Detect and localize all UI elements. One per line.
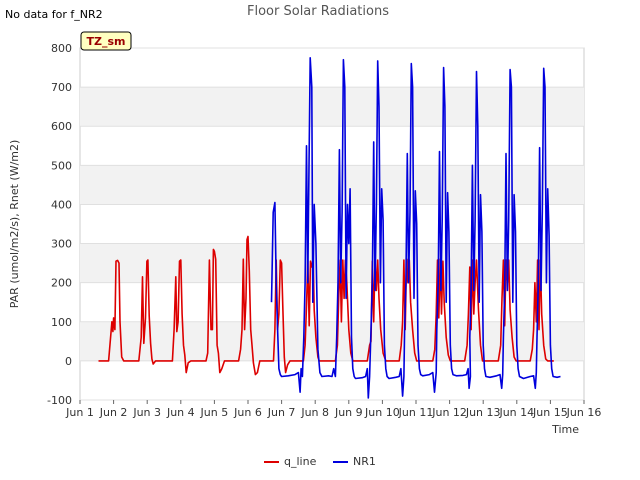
legend: q_line NR1: [264, 455, 376, 468]
x-tick-label: Jun 4: [166, 406, 195, 419]
x-tick-label: Jun 2: [99, 406, 128, 419]
y-tick-label: 800: [51, 42, 72, 55]
no-data-note: No data for f_NR2: [5, 8, 103, 21]
tz-badge-label: TZ_sm: [87, 35, 126, 48]
y-tick-label: 500: [51, 159, 72, 172]
y-tick-label: 700: [51, 81, 72, 94]
background-bands: [80, 87, 584, 361]
legend-label-nr1: NR1: [353, 455, 376, 468]
x-tick-label: Jun 6: [233, 406, 262, 419]
y-axis-label: PAR (umol/m2/s), Rnet (W/m2): [8, 140, 21, 309]
y-tick-label: -100: [47, 394, 72, 407]
x-axis-ticks: Jun 1 Jun 2 Jun 3 Jun 4 Jun 5 Jun 6 Jun 7 Jun 8…: [65, 400, 601, 419]
series-line-nr1: [270, 57, 561, 399]
x-tick-label: Jun 9: [334, 406, 363, 419]
x-axis-label: Time: [551, 423, 579, 436]
y-tick-label: 300: [51, 238, 72, 251]
y-tick-label: 600: [51, 120, 72, 133]
grid-band: [80, 243, 584, 283]
x-tick-label: Jun 14: [498, 406, 534, 419]
x-tick-label: Jun 15: [532, 406, 568, 419]
series-lines: [98, 57, 561, 399]
chart-title: Floor Solar Radiations: [247, 4, 389, 19]
x-tick-label: Jun 1: [65, 406, 94, 419]
grid-band: [80, 321, 584, 361]
x-tick-label: Jun 10: [364, 406, 400, 419]
x-tick-label: Jun 8: [300, 406, 329, 419]
x-tick-label: Jun 5: [200, 406, 229, 419]
grid-band: [80, 165, 584, 205]
y-axis-ticks: -100 0 100 200 300 400 500 600 700 800: [47, 42, 72, 407]
tz-badge: TZ_sm: [80, 31, 132, 51]
grid-band: [80, 87, 584, 127]
y-tick-label: 200: [51, 277, 72, 290]
y-tick-label: 0: [65, 355, 72, 368]
x-tick-label: Jun 3: [132, 406, 161, 419]
legend-label-q-line: q_line: [284, 455, 317, 468]
x-tick-label: Jun 7: [267, 406, 296, 419]
y-tick-label: 400: [51, 198, 72, 211]
y-tick-label: 100: [51, 316, 72, 329]
x-tick-label: Jun 16: [566, 406, 602, 419]
x-tick-label: Jun 11: [398, 406, 434, 419]
x-tick-label: Jun 13: [465, 406, 501, 419]
tz-badge-box: [80, 31, 132, 51]
x-tick-label: Jun 12: [431, 406, 467, 419]
